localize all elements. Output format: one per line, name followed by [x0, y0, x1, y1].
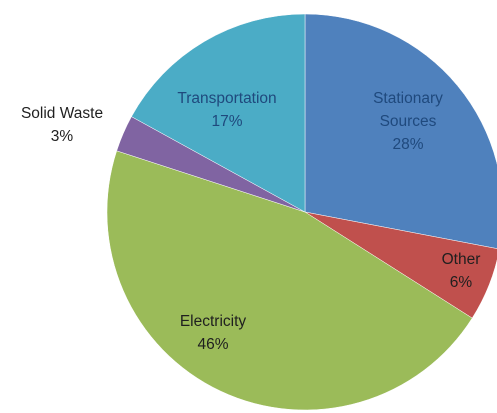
label-transportation: Transportation 17% — [177, 90, 276, 130]
slice-electricity — [106, 150, 473, 411]
label-stationary-sources: Stationary Sources 28% — [373, 90, 443, 153]
pie-labels: Stationary Sources 28% Other 6% Electricity 46… — [21, 90, 480, 353]
pie-slices — [106, 13, 497, 411]
label-electricity: Electricity 46% — [180, 313, 247, 353]
pct-electricity: 46% — [197, 336, 228, 353]
slice-stationary-sources — [304, 13, 497, 249]
slice-transportation — [131, 13, 306, 213]
pct-solid-waste: 3% — [51, 128, 74, 145]
label-solid-waste: Solid Waste 3% — [21, 105, 103, 145]
pct-transportation: 17% — [211, 113, 242, 130]
pct-other: 6% — [450, 274, 473, 291]
pct-stationary-sources: 28% — [392, 136, 423, 153]
label-other: Other 6% — [442, 251, 481, 291]
